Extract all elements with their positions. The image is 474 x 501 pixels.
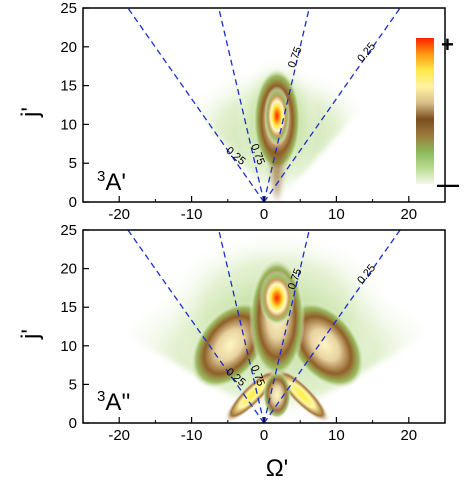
bottom-xtick-label: -10 <box>181 427 203 444</box>
svg-text:3A': 3A' <box>97 168 126 196</box>
bottom-ytick-label: 0 <box>69 415 77 432</box>
bottom-xtick-label: 10 <box>328 427 345 444</box>
colorbar-min-label: — <box>437 172 459 197</box>
top-state-label: 3A' <box>97 168 126 196</box>
bottom-ylabel: j' <box>17 329 44 340</box>
colorbar-max-label: + <box>441 32 454 57</box>
bottom-ytick-label: 25 <box>60 222 77 239</box>
top-xtick-label: 0 <box>260 206 268 223</box>
colorbar: + — <box>416 32 459 197</box>
top-ytick-label: 0 <box>69 194 77 211</box>
top-contour-label: 0.75 <box>286 45 305 69</box>
bottom-ytick-label: 5 <box>69 376 77 393</box>
bottom-ytick-label: 20 <box>60 261 77 278</box>
bottom-contour-line-0.25 <box>263 230 401 423</box>
bottom-xtick-label: -20 <box>108 427 130 444</box>
x-axis-label: Ω' <box>266 455 289 482</box>
top-ytick-label: 25 <box>60 0 77 17</box>
top-ytick-label: 15 <box>60 78 77 95</box>
top-contour-line-0.25 <box>263 8 401 202</box>
top-intensity-map <box>176 55 378 202</box>
top-ytick-label: 10 <box>60 116 77 133</box>
bottom-contour-line-0.75 <box>263 230 310 423</box>
bottom-ytick-label: 10 <box>60 338 77 355</box>
top-xtick-label: 10 <box>328 206 345 223</box>
bottom-state-label: 3A'' <box>97 388 131 416</box>
svg-text:3A'': 3A'' <box>97 388 131 416</box>
top-ytick-label: 20 <box>60 39 77 56</box>
bottom-axis-ticks: -20 -10 0 10 20 0 5 10 15 20 25 <box>60 222 446 444</box>
top-contour-line-0.25 <box>127 8 265 202</box>
bottom-ytick-label: 15 <box>60 299 77 316</box>
bottom-contour-line-0.75 <box>218 230 265 423</box>
top-contour-lines <box>127 8 401 202</box>
top-contour-line-0.75 <box>263 8 310 202</box>
top-contour-line-0.75 <box>218 8 265 202</box>
bottom-xtick-label: 0 <box>260 427 268 444</box>
top-xtick-label: 20 <box>400 206 417 223</box>
bottom-xtick-label: 20 <box>400 427 417 444</box>
top-ylabel: j' <box>17 107 44 118</box>
colorbar-scale <box>416 38 434 184</box>
bottom-contour-line-0.25 <box>127 230 265 423</box>
top-xtick-label: -20 <box>108 206 130 223</box>
top-xtick-label: -10 <box>181 206 203 223</box>
top-ytick-label: 5 <box>69 155 77 172</box>
bottom-contour-lines <box>127 230 401 423</box>
bottom-intensity-map <box>110 230 444 423</box>
top-axis-ticks: -20 -10 0 10 20 0 5 10 15 20 25 <box>60 0 446 223</box>
